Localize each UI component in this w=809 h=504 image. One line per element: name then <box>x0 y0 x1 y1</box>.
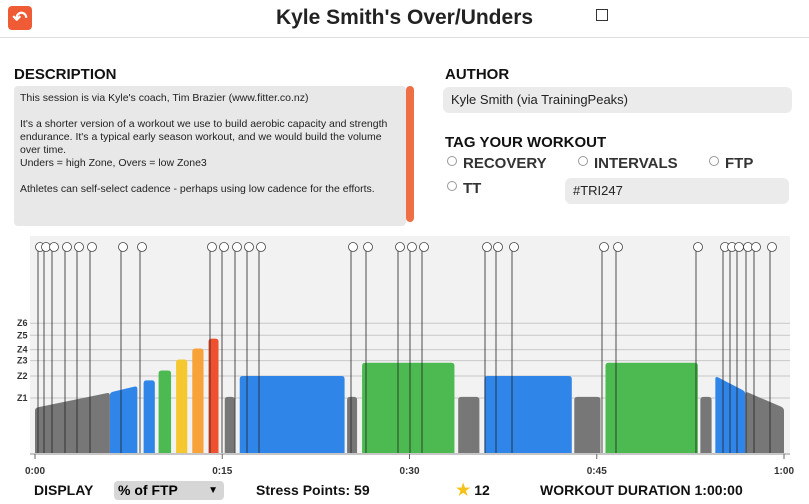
duration-value: 1:00:00 <box>694 482 743 498</box>
event-marker <box>87 242 97 252</box>
workout-block <box>224 396 235 453</box>
event-marker <box>693 242 703 252</box>
event-marker <box>363 242 373 252</box>
event-marker <box>482 242 492 252</box>
duration: WORKOUT DURATION 1:00:00 <box>540 482 743 498</box>
top-bar <box>0 0 809 38</box>
workout-block <box>143 380 155 453</box>
x-tick-label: 0:00 <box>25 466 45 477</box>
display-label: DISPLAY <box>34 482 94 498</box>
workout-block <box>158 370 172 453</box>
tag-input[interactable]: #TRI247 <box>565 178 789 204</box>
workout-block <box>176 359 188 453</box>
x-tick-label: 0:30 <box>399 466 419 477</box>
zone-label: Z4 <box>17 345 28 355</box>
workout-block <box>362 362 455 453</box>
rating-value: 12 <box>474 482 490 498</box>
zone-label: Z3 <box>17 356 28 366</box>
tag-option[interactable]: TT <box>447 180 481 197</box>
event-marker <box>493 242 503 252</box>
x-tick-label: 0:45 <box>587 466 607 477</box>
event-marker <box>419 242 429 252</box>
zone-label: Z5 <box>17 330 28 340</box>
stress-value: 59 <box>354 482 370 498</box>
event-marker <box>734 242 744 252</box>
tag-option[interactable]: INTERVALS <box>578 155 678 172</box>
workout-block <box>347 396 358 453</box>
workout-block <box>745 392 784 453</box>
event-marker <box>767 242 777 252</box>
event-marker <box>613 242 623 252</box>
event-marker <box>599 242 609 252</box>
event-marker <box>407 242 417 252</box>
workout-block <box>700 396 712 453</box>
event-marker <box>219 242 229 252</box>
workout-block <box>484 376 572 453</box>
duration-label: WORKOUT DURATION <box>540 482 691 498</box>
event-marker <box>751 242 761 252</box>
description-text: Athletes can self-select cadence - perha… <box>20 183 375 195</box>
tag-label: TT <box>463 180 482 197</box>
event-marker <box>49 242 59 252</box>
x-tick-label: 0:15 <box>212 466 232 477</box>
stress-label: Stress Points: <box>256 482 351 498</box>
tag-label: RECOVERY <box>463 155 547 172</box>
event-marker <box>232 242 242 252</box>
workout-block <box>192 348 204 453</box>
tag-label: FTP <box>725 155 754 172</box>
workout-block <box>208 338 219 453</box>
event-marker <box>256 242 266 252</box>
scrollbar[interactable] <box>406 86 414 222</box>
event-marker <box>244 242 254 252</box>
event-marker <box>137 242 147 252</box>
event-marker <box>207 242 217 252</box>
description-text: This session is via Kyle's coach, Tim Br… <box>20 92 309 104</box>
author-heading: AUTHOR <box>445 66 510 83</box>
workout-block <box>35 393 110 453</box>
event-marker <box>395 242 405 252</box>
tag-option[interactable]: RECOVERY <box>447 155 547 172</box>
edit-icon[interactable] <box>596 9 608 21</box>
event-marker <box>348 242 358 252</box>
back-button[interactable]: ↶ <box>8 6 32 30</box>
workout-block <box>574 396 601 453</box>
display-select[interactable]: % of FTP ▼ <box>114 481 224 500</box>
workout-title: Kyle Smith's Over/Unders <box>275 6 534 29</box>
event-marker <box>74 242 84 252</box>
description-text: It's a shorter version of a workout we u… <box>20 118 388 169</box>
event-marker <box>509 242 519 252</box>
description-heading: DESCRIPTION <box>14 66 117 83</box>
event-marker <box>118 242 128 252</box>
tag-label: INTERVALS <box>594 155 678 172</box>
rating: ★ 12 <box>456 482 490 499</box>
tag-option[interactable]: FTP <box>709 155 753 172</box>
workout-block <box>109 386 138 453</box>
workout-block <box>458 396 480 453</box>
zone-label: Z6 <box>17 318 28 328</box>
display-value: % of FTP <box>118 482 178 498</box>
x-tick-label: 1:00 <box>774 466 794 477</box>
author-field[interactable]: Kyle Smith (via TrainingPeaks) <box>443 87 792 113</box>
zone-label: Z2 <box>17 371 28 381</box>
description-box[interactable]: This session is via Kyle's coach, Tim Br… <box>14 86 406 226</box>
stress-points: Stress Points: 59 <box>256 482 370 498</box>
event-marker <box>62 242 72 252</box>
tags-heading: TAG YOUR WORKOUT <box>445 134 607 151</box>
zone-label: Z1 <box>17 393 28 403</box>
workout-block <box>239 376 345 453</box>
workout-block <box>605 362 698 453</box>
